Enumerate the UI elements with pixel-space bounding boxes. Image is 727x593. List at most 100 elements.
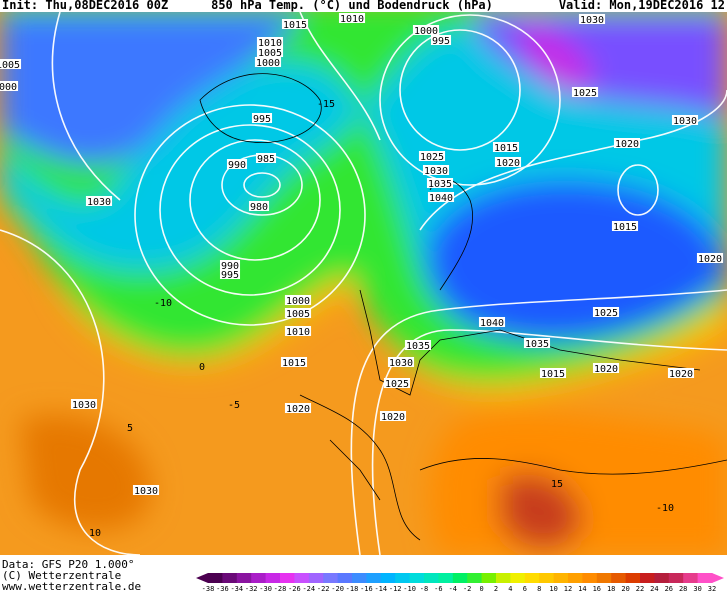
scale-label: -36: [216, 585, 229, 593]
scale-swatch: [352, 573, 367, 583]
scale-swatch: [611, 573, 627, 583]
isobar-label: 1020: [615, 139, 639, 150]
isobar-label: 1035: [406, 341, 430, 352]
isobar-label: 1015: [282, 358, 306, 369]
isobar-label-box: [70, 399, 98, 409]
isobar-label: 1015: [283, 20, 307, 31]
scale-swatch: [308, 573, 324, 583]
scale-swatch: [236, 573, 252, 583]
isobar-label: 1025: [573, 88, 597, 99]
isobar-label: 1010: [286, 327, 310, 338]
isobar-label-box: [418, 151, 446, 161]
isotherm-label: 5: [127, 423, 133, 434]
scale-swatch: [568, 573, 583, 583]
scale-swatch: [323, 573, 339, 583]
scale-swatch: [654, 573, 670, 583]
isobar-label-box: [338, 13, 366, 23]
scale-arrow-high: [712, 573, 724, 583]
scale-swatch: [582, 573, 598, 583]
isobar-label-box: [492, 142, 520, 152]
isobar-label: 1000: [286, 296, 310, 307]
isobar-label-box: [255, 153, 277, 163]
isobar-label-box: [696, 253, 724, 263]
scale-label: 22: [636, 585, 644, 593]
scale-swatch: [280, 573, 295, 583]
scale-label: 18: [607, 585, 615, 593]
isobar-label-box: [426, 178, 454, 188]
scale-label: 4: [508, 585, 512, 593]
scale-label: 14: [578, 585, 586, 593]
init-label: Init: Thu,08DEC2016 00Z: [2, 0, 168, 12]
scale-label: 26: [665, 585, 673, 593]
scale-swatch: [395, 573, 411, 583]
isobar-label: 1030: [87, 197, 111, 208]
isobar-label: 1020: [381, 412, 405, 423]
scale-label: 10: [549, 585, 557, 593]
isobar-label-box: [280, 357, 308, 367]
scale-swatch: [524, 573, 540, 583]
scale-label: -22: [317, 585, 330, 593]
isobar-label: 1000: [414, 26, 438, 37]
isobar-label-box: [539, 368, 567, 378]
isobar-label-box: [284, 295, 312, 305]
isobar-label-box: [383, 378, 411, 388]
isobar-label: 1030: [673, 116, 697, 127]
isobar-label: 1015: [541, 369, 565, 380]
isobar-label-box: [248, 201, 270, 211]
scale-label: -10: [403, 585, 416, 593]
isobar-label-box: [571, 87, 599, 97]
isobar-label-box: [281, 19, 309, 29]
isobar-label: 1030: [72, 400, 96, 411]
isobar-label: 1040: [480, 318, 504, 329]
isobar-label-box: [412, 25, 440, 35]
scale-swatch: [337, 573, 353, 583]
scale-swatch: [496, 573, 511, 583]
isobar-label: 1000: [0, 82, 17, 93]
isobar-label: 995: [432, 36, 450, 47]
scale-swatch: [438, 573, 454, 583]
isobar-label-box: [251, 113, 273, 123]
scale-swatch: [366, 573, 382, 583]
isobar-label: 1025: [594, 308, 618, 319]
scale-label: -4: [449, 585, 457, 593]
scale-label: 16: [593, 585, 601, 593]
scale-arrow-low: [196, 573, 208, 583]
scale-swatch: [467, 573, 483, 583]
footer-data: Data: GFS P20 1.000°: [2, 558, 134, 571]
isobar-label: 1015: [494, 143, 518, 154]
valid-label: Valid: Mon,19DEC2016 12: [559, 0, 725, 12]
scale-swatch: [424, 573, 439, 583]
isobar-label: 1025: [385, 379, 409, 390]
scale-swatch: [683, 573, 699, 583]
scale-swatch: [208, 573, 223, 583]
scale-swatch: [697, 573, 713, 583]
isobar-label: 1020: [594, 364, 618, 375]
isobar-label-box: [219, 269, 241, 279]
scale-label: -12: [389, 585, 402, 593]
isobar-label-box: [0, 81, 19, 91]
isobar-label: 1020: [669, 369, 693, 380]
isobar-label: 1020: [698, 254, 722, 265]
scale-label: -20: [331, 585, 344, 593]
isobar-label-box: [430, 35, 452, 45]
scale-swatch: [596, 573, 612, 583]
scale-label: -16: [360, 585, 373, 593]
isobar-label-box: [284, 326, 312, 336]
isobar-label: 1035: [428, 179, 452, 190]
scale-swatch: [409, 573, 425, 583]
isobar-label-box: [387, 357, 415, 367]
scale-swatch: [553, 573, 569, 583]
scale-swatch: [668, 573, 684, 583]
isobar-label-box: [226, 159, 248, 169]
isobar-label-box: [427, 192, 455, 202]
isobar-label-box: [494, 157, 522, 167]
isobar-label-box: [132, 485, 160, 495]
isobar-label-box: [85, 196, 113, 206]
scale-label: 32: [708, 585, 716, 593]
isobar-label: 1030: [424, 166, 448, 177]
scale-label: 0: [479, 585, 483, 593]
isobar-label: 1010: [340, 14, 364, 25]
isobar-label-box: [523, 338, 551, 348]
scale-label: -30: [259, 585, 272, 593]
